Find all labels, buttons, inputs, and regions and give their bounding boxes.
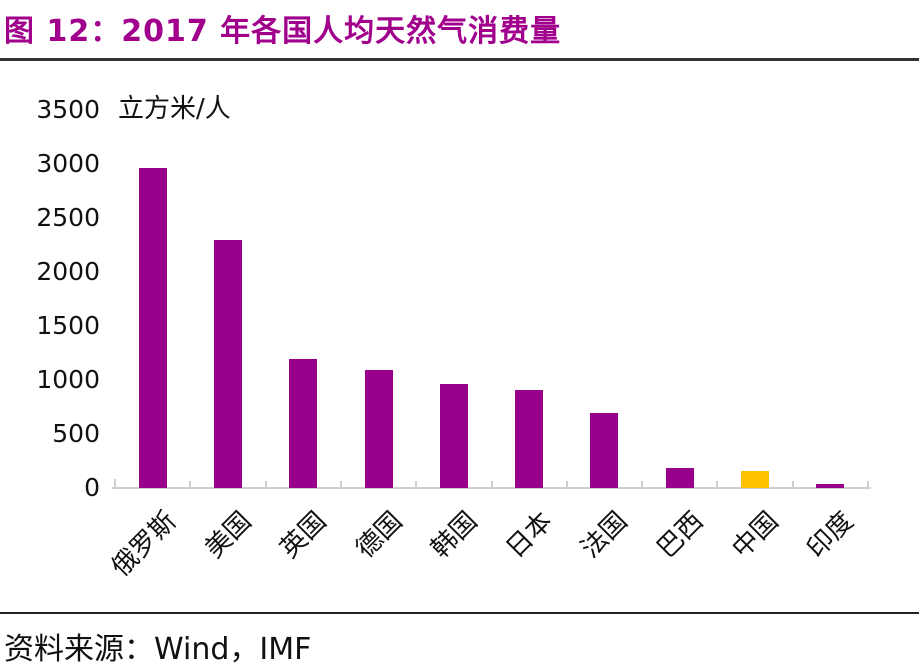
axis-tick — [339, 481, 342, 488]
bar-德国 — [365, 370, 393, 488]
axis-tick — [415, 481, 418, 488]
y-axis-unit-label: 立方米/人 — [118, 94, 231, 124]
title-divider — [0, 58, 919, 61]
bar-美国 — [214, 240, 242, 488]
footer-divider — [0, 612, 919, 614]
x-category-label: 中国 — [726, 506, 785, 565]
y-tick-label: 3000 — [36, 149, 100, 178]
bar-日本 — [515, 390, 543, 488]
bar-韩国 — [440, 384, 468, 488]
axis-tick — [565, 481, 568, 488]
axis-tick — [189, 481, 192, 488]
x-category-label: 日本 — [500, 506, 559, 565]
bar-英国 — [289, 359, 317, 488]
y-tick-label: 500 — [52, 419, 100, 448]
x-category-label: 美国 — [199, 506, 258, 565]
x-axis-line — [112, 487, 871, 489]
bar-法国 — [590, 413, 618, 488]
axis-tick — [791, 481, 794, 488]
x-category-label: 印度 — [801, 506, 860, 565]
axis-tick — [641, 481, 644, 488]
axis-tick — [867, 481, 869, 488]
x-category-label: 韩国 — [425, 506, 484, 565]
y-tick-label: 1000 — [36, 365, 100, 394]
x-category-label: 俄罗斯 — [105, 506, 183, 583]
x-category-label: 法国 — [575, 506, 634, 565]
bar-巴西 — [666, 468, 694, 488]
axis-tick — [114, 479, 116, 488]
axis-tick — [490, 481, 493, 488]
y-tick-label: 0 — [84, 473, 100, 502]
x-category-label: 德国 — [350, 506, 409, 565]
figure-title: 图 12：2017 年各国人均天然气消费量 — [4, 14, 562, 49]
y-tick-label: 2000 — [36, 257, 100, 286]
x-category-label: 巴西 — [651, 506, 710, 565]
bar-中国 — [741, 471, 769, 488]
x-category-label: 英国 — [274, 506, 333, 565]
y-tick-label: 1500 — [36, 311, 100, 340]
bar-印度 — [816, 484, 844, 488]
source-note: 资料来源：Wind，IMF — [4, 632, 312, 667]
axis-tick — [264, 481, 267, 488]
y-tick-label: 3500 — [36, 95, 100, 124]
bar-俄罗斯 — [139, 168, 167, 488]
axis-tick — [716, 481, 719, 488]
y-tick-label: 2500 — [36, 203, 100, 232]
